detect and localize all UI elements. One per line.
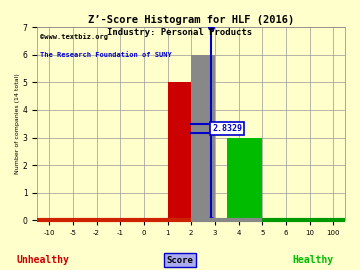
Title: Z’-Score Histogram for HLF (2016): Z’-Score Histogram for HLF (2016) [88, 15, 294, 25]
Bar [191, 55, 215, 220]
Text: Healthy: Healthy [293, 255, 334, 265]
Bar [167, 82, 191, 220]
Text: Score: Score [167, 256, 193, 265]
Text: ©www.textbiz.org: ©www.textbiz.org [40, 33, 108, 40]
Text: 2.8329: 2.8329 [212, 124, 242, 133]
Text: The Research Foundation of SUNY: The Research Foundation of SUNY [40, 52, 172, 58]
Y-axis label: Number of companies (14 total): Number of companies (14 total) [15, 73, 20, 174]
Bar [227, 138, 262, 220]
Text: Industry: Personal Products: Industry: Personal Products [107, 28, 253, 37]
Text: Unhealthy: Unhealthy [17, 255, 69, 265]
